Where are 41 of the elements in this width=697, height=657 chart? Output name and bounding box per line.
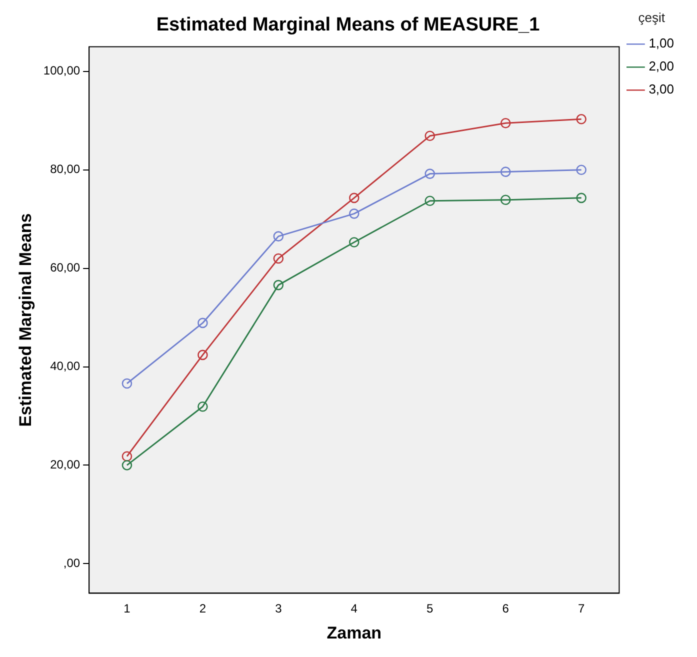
point — [198, 401, 208, 412]
legend-label: 2,00 — [648, 58, 674, 74]
x-axis-title: Zaman — [326, 623, 382, 642]
point — [349, 208, 360, 219]
x-tick-label: 5 — [426, 602, 434, 616]
point — [424, 130, 436, 142]
point — [198, 318, 208, 328]
legend-label: 1,00 — [648, 36, 674, 51]
point — [273, 253, 284, 264]
point — [198, 350, 208, 360]
y-axis-title: Estimated Marginal Means — [16, 213, 35, 427]
point — [122, 451, 132, 462]
point — [576, 192, 586, 204]
x-tick-label: 6 — [502, 602, 510, 616]
point — [273, 280, 284, 290]
x-tick-label: 1 — [124, 602, 131, 616]
point — [500, 118, 511, 128]
point — [122, 460, 132, 470]
chart-title: Estimated Marginal Means of MEASURE_1 — [156, 14, 540, 36]
point — [424, 196, 436, 206]
y-tick-label: 40,00 — [50, 359, 80, 374]
point — [576, 114, 586, 124]
y-tick-label: 20,00 — [50, 458, 80, 472]
x-tick-label: 7 — [578, 602, 585, 616]
legend-label: 3,00 — [648, 82, 674, 97]
point — [500, 194, 511, 206]
point — [273, 231, 284, 242]
point — [349, 237, 360, 248]
point — [349, 192, 360, 204]
point — [424, 168, 436, 179]
point — [500, 166, 511, 177]
y-tick-label: 100,00 — [43, 64, 80, 78]
y-tick-label: ,00 — [63, 556, 80, 570]
y-tick-label: 80,00 — [50, 162, 80, 176]
x-tick-label: 2 — [199, 602, 206, 616]
y-tick-label: 60,00 — [50, 260, 80, 275]
x-tick-label: 3 — [275, 602, 282, 616]
legend-title: çeşit — [638, 10, 666, 26]
point — [576, 164, 586, 176]
point — [122, 378, 132, 389]
x-tick-label: 4 — [350, 602, 358, 616]
